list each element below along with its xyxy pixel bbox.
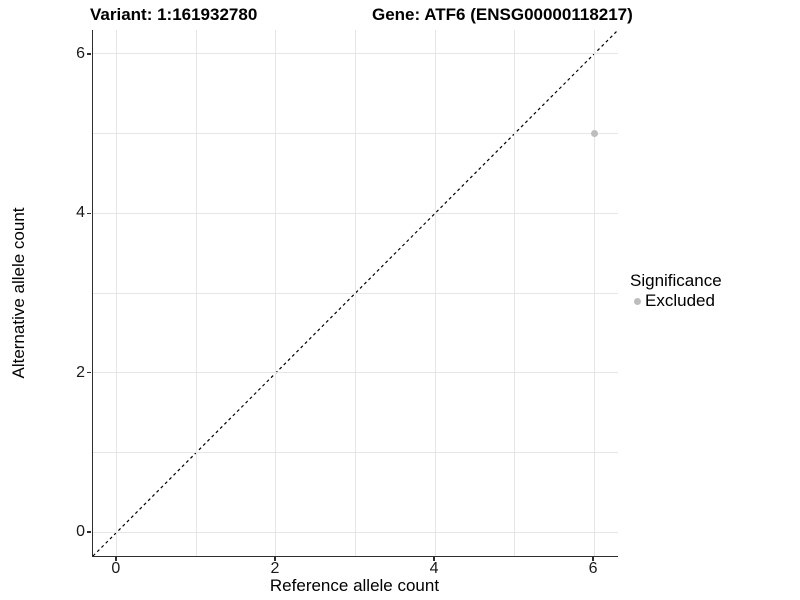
y-tick-mark xyxy=(87,53,91,55)
y-axis-title: Alternative allele count xyxy=(9,207,28,379)
y-gridline xyxy=(93,531,618,533)
y-tick-label: 4 xyxy=(76,204,85,222)
x-tick-mark xyxy=(592,557,594,561)
x-tick-label: 4 xyxy=(429,560,439,577)
x-tick-mark xyxy=(115,557,117,561)
x-tick-label: 6 xyxy=(588,560,598,577)
y-tick-mark xyxy=(87,371,91,374)
plot-title-gene: Gene: ATF6 (ENSG00000118217) xyxy=(372,5,633,24)
legend: Significance Excluded xyxy=(630,271,722,311)
y-tick-mark xyxy=(87,531,91,533)
y-gridline xyxy=(93,133,618,135)
legend-item-label: Excluded xyxy=(645,291,715,310)
identity-dashed-line xyxy=(92,29,619,557)
legend-item-excluded: Excluded xyxy=(630,291,722,311)
scatter-point xyxy=(590,130,598,138)
x-tick-mark xyxy=(433,557,435,561)
plot-panel xyxy=(92,29,619,557)
y-gridline xyxy=(93,212,618,214)
y-tick-label: 0 xyxy=(76,523,85,541)
y-tick-label: 2 xyxy=(76,363,85,381)
y-tick-mark xyxy=(87,212,91,215)
y-gridline xyxy=(93,53,618,55)
legend-title: Significance xyxy=(630,271,722,290)
x-tick-mark xyxy=(274,557,276,561)
y-gridline xyxy=(93,292,618,294)
plot-title-variant: Variant: 1:161932780 xyxy=(90,5,258,24)
y-tick-label: 6 xyxy=(76,44,85,62)
x-tick-label: 2 xyxy=(270,560,280,577)
y-gridline xyxy=(93,372,618,374)
legend-key-dot xyxy=(634,297,641,305)
x-tick-label: 0 xyxy=(111,560,121,577)
y-gridline xyxy=(93,451,618,453)
x-axis-title: Reference allele count xyxy=(269,576,440,595)
